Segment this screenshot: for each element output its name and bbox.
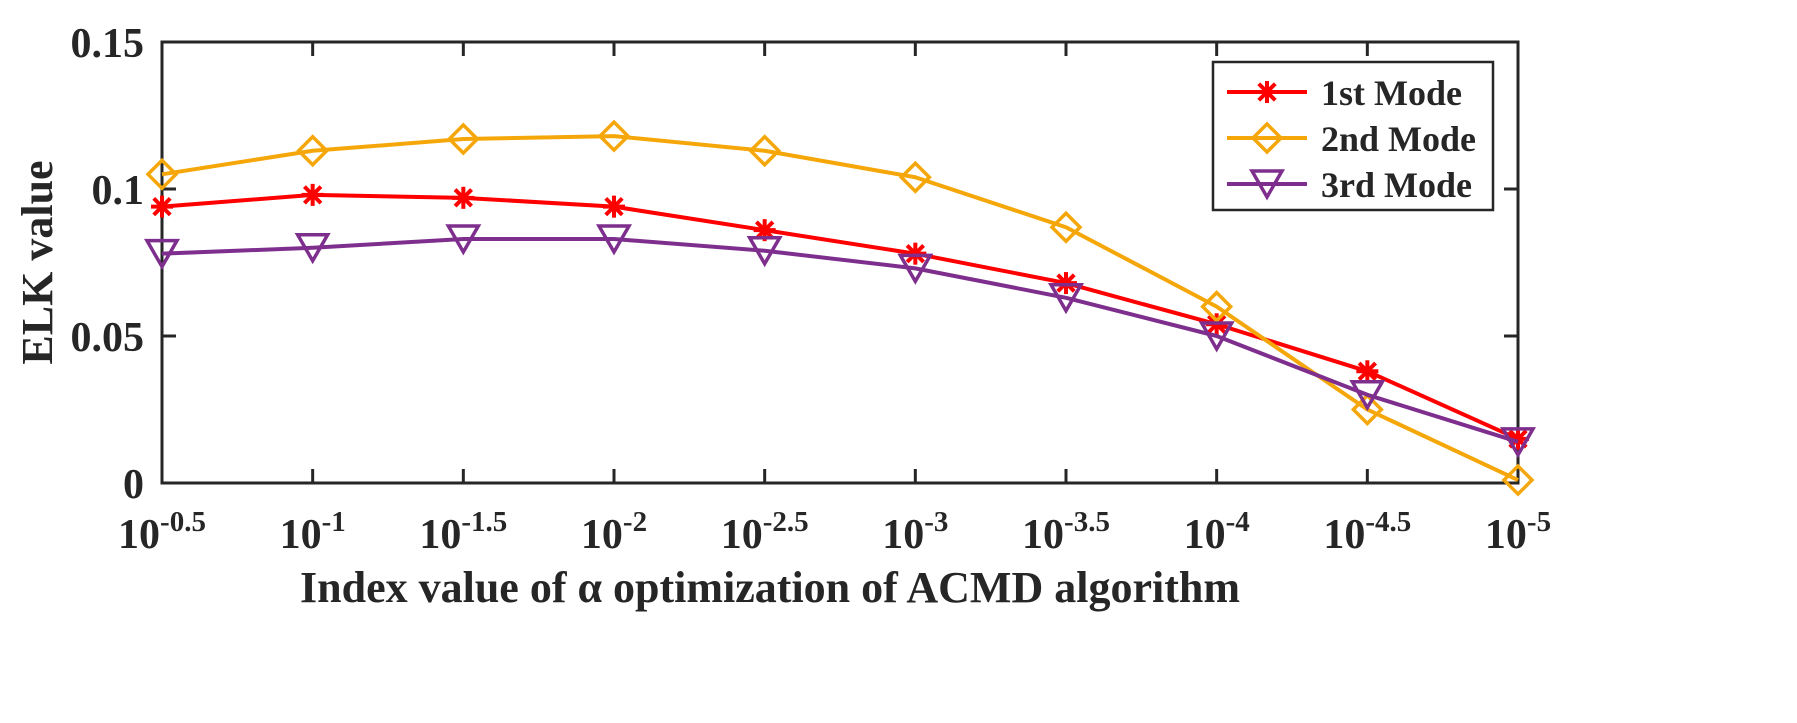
y-axis-label: ELK value [13,160,62,364]
marker-triangle-down [1349,380,1386,412]
marker-triangle-down [1047,283,1085,315]
marker-asterisk [452,186,475,209]
x-tick-label: 10-0.5 [118,506,206,558]
marker-diamond [1501,463,1535,497]
x-axis-label: Index value of α optimization of ACMD al… [300,563,1240,612]
series-line [161,236,1519,444]
marker-diamond [296,134,330,168]
marker-triangle-down [595,224,633,256]
marker-triangle-down [294,233,331,265]
x-tick-label: 10-1.5 [419,506,507,558]
x-tick-label: 10-2 [581,506,647,558]
x-tick-label: 10-4 [1184,506,1250,558]
marker-diamond [1250,121,1284,155]
y-tick-label: 0.1 [92,168,145,214]
marker-diamond [446,122,480,156]
marker-stroke [152,196,172,217]
marker-diamond [1350,393,1384,426]
marker-stroke [453,188,473,208]
legend-label: 2nd Mode [1321,119,1476,159]
marker-triangle-down [1499,427,1537,459]
marker-diamond [748,134,782,168]
legend-item: 1st Mode [1227,73,1462,113]
series-2nd-mode [145,119,1535,497]
marker-triangle-down [143,238,181,271]
legend-label: 3rd Mode [1321,165,1472,205]
marker-asterisk [1356,360,1379,383]
marker-stroke [604,196,624,217]
legend-label: 1st Mode [1321,73,1462,113]
legend-item: 2nd Mode [1227,119,1476,159]
marker-stroke [755,220,775,240]
marker-asterisk [151,195,173,218]
y-tick-label: 0 [123,462,144,508]
marker-asterisk [753,219,776,242]
marker-triangle-down [1248,169,1286,201]
legend: 1st Mode 2nd Mode 3rd Mode [1211,60,1495,212]
axes: 0 0.05 0.1 0.15 10-0.5 10-1 10-1.5 10-2 10-2.5 10… [71,21,1552,558]
series-line [161,192,1519,441]
y-tick-label: 0.05 [71,315,145,361]
marker-triangle-down [746,235,783,268]
x-tick-label: 10-5 [1485,506,1551,558]
series-3rd-mode [143,224,1537,459]
marker-triangle-down [445,224,482,256]
marker-stroke [1357,361,1377,381]
x-tick-label: 10-2.5 [721,506,809,558]
x-tick-label: 10-3.5 [1022,506,1110,558]
marker-diamond [1200,290,1234,324]
marker-triangle-down [1198,321,1235,353]
marker-diamond [898,160,932,194]
marker-diamond [145,157,179,191]
marker-asterisk [301,183,324,206]
series-1st-mode [151,183,1529,450]
marker-asterisk [1256,81,1278,103]
x-tick-label: 10-3 [882,506,948,558]
y-tick-label: 0.15 [71,21,145,67]
marker-stroke [1257,82,1277,102]
marker-stroke [303,185,323,205]
marker-diamond [1049,210,1083,244]
x-tick-label: 10-1 [280,506,346,558]
series-layer [143,119,1537,497]
x-tick-label: 10-4.5 [1323,506,1411,558]
marker-diamond [597,119,631,153]
marker-triangle-down [897,253,934,285]
legend-item: 3rd Mode [1227,165,1472,205]
series-line [161,134,1519,482]
marker-asterisk [603,195,625,218]
